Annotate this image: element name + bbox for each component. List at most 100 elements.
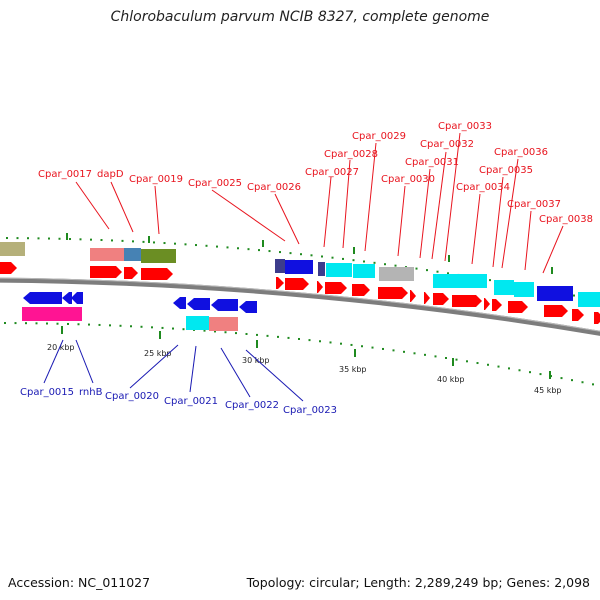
reverse-cds-arrow[interactable] xyxy=(23,292,62,304)
reverse-cds-arrow[interactable] xyxy=(187,298,210,310)
forward-cds-arrow[interactable] xyxy=(594,312,600,324)
ring-dot xyxy=(25,322,27,325)
gene-label-cpar-0034[interactable]: Cpar_0034 xyxy=(456,182,510,193)
gene-label-cpar-0017[interactable]: Cpar_0017 xyxy=(38,169,92,180)
gene-block-grey[interactable] xyxy=(379,267,414,281)
scale-label-30kbp: 30 kbp xyxy=(242,356,270,365)
gene-label-cpar-0025[interactable]: Cpar_0025 xyxy=(188,178,242,189)
gene-label-cpar-0021[interactable]: Cpar_0021 xyxy=(164,396,218,407)
forward-cds-arrow[interactable] xyxy=(276,277,284,289)
forward-cds-arrow[interactable] xyxy=(452,295,482,307)
gene-block-cyan-7[interactable] xyxy=(186,316,209,330)
ring-dot xyxy=(403,350,405,353)
forward-cds-arrow[interactable] xyxy=(124,267,138,279)
gene-label-dapd[interactable]: dapD xyxy=(97,169,124,180)
gene-label-cpar-0015[interactable]: Cpar_0015 xyxy=(20,387,74,398)
ring-dot xyxy=(235,332,237,335)
ring-dot xyxy=(331,256,334,259)
ring-tick xyxy=(262,240,264,247)
forward-cds-arrow[interactable] xyxy=(492,299,502,311)
ring-dot xyxy=(203,329,206,332)
gene-block-navy-2[interactable] xyxy=(318,262,325,276)
forward-cds-arrow[interactable] xyxy=(424,292,430,304)
gene-block-salmon-2[interactable] xyxy=(209,317,238,331)
forward-cds-track xyxy=(0,262,600,324)
gene-label-cpar-0026[interactable]: Cpar_0026 xyxy=(247,182,301,193)
ring-dot xyxy=(277,335,279,338)
forward-cds-arrow[interactable] xyxy=(508,301,528,313)
ring-dot xyxy=(69,238,71,241)
scale-label-35kbp: 35 kbp xyxy=(339,365,367,374)
forward-cds-arrow[interactable] xyxy=(484,298,490,310)
gene-block-salmon[interactable] xyxy=(90,248,124,261)
gene-label-cpar-0020[interactable]: Cpar_0020 xyxy=(105,391,159,402)
ring-dot xyxy=(142,240,145,243)
forward-cds-arrow[interactable] xyxy=(285,278,309,290)
ring-dot xyxy=(98,323,101,326)
ring-dot xyxy=(226,246,229,249)
gene-block-steel[interactable] xyxy=(124,248,141,261)
lower-gene-labels: Cpar_0015 rnhB Cpar_0020 Cpar_0021 Cpar_… xyxy=(20,387,337,416)
scale-label-40kbp: 40 kbp xyxy=(437,375,465,384)
ring-tick xyxy=(452,358,454,366)
gene-label-cpar-0031[interactable]: Cpar_0031 xyxy=(405,157,459,168)
gene-block-khaki[interactable] xyxy=(0,242,25,256)
ring-dot xyxy=(109,324,111,327)
gene-block-blue-2[interactable] xyxy=(537,286,573,301)
ring-tick xyxy=(256,340,258,348)
ring-dot xyxy=(476,362,479,365)
ring-tick xyxy=(354,349,356,357)
reverse-cds-arrow[interactable] xyxy=(173,297,186,309)
gene-label-cpar-0035[interactable]: Cpar_0035 xyxy=(479,165,533,176)
gene-label-rnhb[interactable]: rnhB xyxy=(79,387,103,398)
gene-block-blue[interactable] xyxy=(285,260,313,274)
ring-dot xyxy=(581,381,584,384)
forward-cds-arrow[interactable] xyxy=(317,281,323,293)
gene-block-cyan-2[interactable] xyxy=(353,264,375,278)
gene-label-cpar-0023[interactable]: Cpar_0023 xyxy=(283,405,337,416)
gene-label-cpar-0028[interactable]: Cpar_0028 xyxy=(324,149,378,160)
forward-cds-arrow[interactable] xyxy=(141,268,173,280)
gene-block-cyan-6[interactable] xyxy=(578,292,600,307)
gene-label-cpar-0029[interactable]: Cpar_0029 xyxy=(352,131,406,142)
ring-dot xyxy=(214,330,216,333)
ring-dot xyxy=(350,343,353,346)
ring-dot xyxy=(466,360,468,363)
gene-block-magenta-2[interactable] xyxy=(62,307,82,321)
lower-tick-ring xyxy=(4,322,594,386)
gene-label-cpar-0038[interactable]: Cpar_0038 xyxy=(539,214,593,225)
reverse-cds-arrow[interactable] xyxy=(62,292,72,304)
forward-cds-arrow[interactable] xyxy=(378,287,408,299)
gene-label-cpar-0019[interactable]: Cpar_0019 xyxy=(129,174,183,185)
gene-block-magenta[interactable] xyxy=(22,307,62,321)
forward-cds-arrow[interactable] xyxy=(572,309,584,321)
gene-label-cpar-0036[interactable]: Cpar_0036 xyxy=(494,147,548,158)
forward-cds-arrow[interactable] xyxy=(90,266,122,278)
forward-cds-arrow[interactable] xyxy=(325,282,347,294)
ring-dot xyxy=(308,339,311,342)
gene-label-cpar-0030[interactable]: Cpar_0030 xyxy=(381,174,435,185)
forward-cds-arrow[interactable] xyxy=(352,284,370,296)
ring-dot xyxy=(382,347,384,350)
gene-label-cpar-0037[interactable]: Cpar_0037 xyxy=(507,199,561,210)
gene-block-cyan-3[interactable] xyxy=(433,274,487,288)
ring-dot xyxy=(436,270,439,273)
gene-block-navy[interactable] xyxy=(275,259,285,273)
gene-label-cpar-0032[interactable]: Cpar_0032 xyxy=(420,139,474,150)
gene-label-cpar-0022[interactable]: Cpar_0022 xyxy=(225,400,279,411)
gene-block-cyan-4[interactable] xyxy=(494,280,514,295)
gene-block-cyan-5[interactable] xyxy=(514,282,534,297)
gene-label-cpar-0027[interactable]: Cpar_0027 xyxy=(305,167,359,178)
gene-block-olive[interactable] xyxy=(141,249,176,263)
reverse-cds-arrow[interactable] xyxy=(211,299,238,311)
forward-cds-arrow[interactable] xyxy=(544,305,568,317)
gene-block-cyan[interactable] xyxy=(326,263,352,277)
reverse-cds-arrow[interactable] xyxy=(239,301,257,313)
ring-dot xyxy=(153,241,155,244)
forward-cds-arrow[interactable] xyxy=(410,290,416,302)
gene-label-cpar-0033[interactable]: Cpar_0033 xyxy=(438,121,492,132)
ring-dot xyxy=(256,333,258,336)
forward-cds-arrow[interactable] xyxy=(433,293,449,305)
reverse-cds-arrow[interactable] xyxy=(71,292,83,304)
forward-cds-arrow[interactable] xyxy=(0,262,17,274)
